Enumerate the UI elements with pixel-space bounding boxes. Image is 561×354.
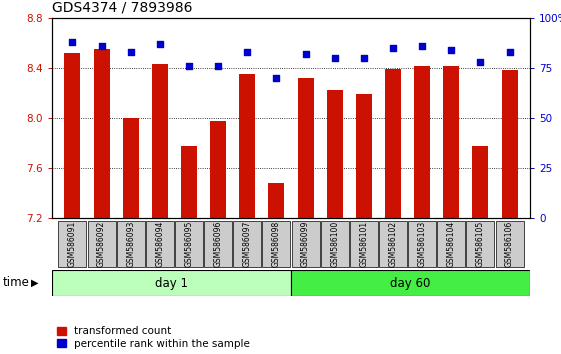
Text: GSM586091: GSM586091 <box>68 221 77 267</box>
FancyBboxPatch shape <box>292 222 320 267</box>
Point <box>330 55 339 61</box>
FancyBboxPatch shape <box>408 222 436 267</box>
Bar <box>65 53 80 218</box>
FancyBboxPatch shape <box>438 222 465 267</box>
Point <box>126 49 135 55</box>
Text: GSM586104: GSM586104 <box>447 221 456 267</box>
Bar <box>414 65 430 218</box>
Bar <box>385 69 401 218</box>
Bar <box>210 120 226 218</box>
Text: time: time <box>3 276 30 290</box>
Text: GSM586093: GSM586093 <box>126 221 135 267</box>
FancyBboxPatch shape <box>175 222 203 267</box>
Text: GSM586103: GSM586103 <box>417 221 427 267</box>
Text: ▶: ▶ <box>31 278 38 288</box>
Bar <box>297 78 314 218</box>
Point <box>389 45 398 51</box>
Bar <box>356 94 372 218</box>
FancyBboxPatch shape <box>88 222 116 267</box>
Text: GSM586092: GSM586092 <box>97 221 106 267</box>
FancyBboxPatch shape <box>379 222 407 267</box>
FancyBboxPatch shape <box>58 222 86 267</box>
Point <box>360 55 369 61</box>
Point <box>185 63 194 69</box>
Bar <box>123 118 139 218</box>
Bar <box>94 49 109 218</box>
Point <box>505 49 514 55</box>
Text: GSM586102: GSM586102 <box>389 221 398 267</box>
Text: GSM586094: GSM586094 <box>155 221 164 267</box>
Text: GSM586099: GSM586099 <box>301 221 310 267</box>
Text: GSM586100: GSM586100 <box>330 221 339 267</box>
Text: GSM586105: GSM586105 <box>476 221 485 267</box>
Point <box>272 75 281 81</box>
Point <box>476 59 485 65</box>
FancyBboxPatch shape <box>321 222 349 267</box>
Text: GSM586095: GSM586095 <box>185 221 194 267</box>
Bar <box>268 183 284 218</box>
Bar <box>239 74 255 218</box>
FancyBboxPatch shape <box>52 270 291 296</box>
Text: day 1: day 1 <box>155 276 188 290</box>
Text: GSM586101: GSM586101 <box>360 221 369 267</box>
Bar <box>443 65 459 218</box>
FancyBboxPatch shape <box>466 222 494 267</box>
Bar <box>472 145 489 218</box>
Point <box>447 47 456 53</box>
FancyBboxPatch shape <box>291 270 530 296</box>
Legend: transformed count, percentile rank within the sample: transformed count, percentile rank withi… <box>57 326 250 349</box>
Bar <box>152 64 168 218</box>
Point <box>301 51 310 57</box>
Text: GSM586106: GSM586106 <box>505 221 514 267</box>
Text: GSM586096: GSM586096 <box>214 221 223 267</box>
Point <box>68 39 77 45</box>
FancyBboxPatch shape <box>204 222 232 267</box>
Point <box>155 41 164 47</box>
FancyBboxPatch shape <box>233 222 261 267</box>
FancyBboxPatch shape <box>263 222 291 267</box>
Bar <box>502 70 518 218</box>
Text: GSM586097: GSM586097 <box>243 221 252 267</box>
Point <box>214 63 223 69</box>
Point <box>97 43 106 49</box>
FancyBboxPatch shape <box>117 222 145 267</box>
Point <box>243 49 252 55</box>
Text: GSM586098: GSM586098 <box>272 221 281 267</box>
Bar <box>327 91 343 218</box>
Bar <box>181 145 197 218</box>
FancyBboxPatch shape <box>146 222 174 267</box>
Point <box>418 43 427 49</box>
Text: day 60: day 60 <box>390 276 431 290</box>
FancyBboxPatch shape <box>495 222 523 267</box>
Text: GDS4374 / 7893986: GDS4374 / 7893986 <box>52 0 192 15</box>
FancyBboxPatch shape <box>350 222 378 267</box>
